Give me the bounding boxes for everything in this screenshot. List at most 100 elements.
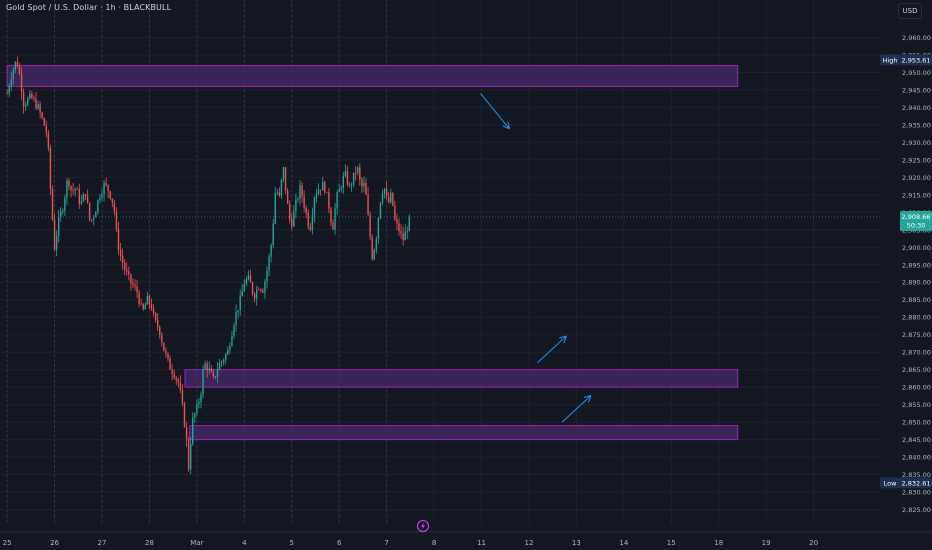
price-axis-label: 2,850.00 (902, 419, 931, 427)
price-axis-label: 2,895.00 (902, 261, 931, 269)
candle-body (241, 291, 243, 297)
candle-body (31, 93, 33, 99)
candle-body (175, 377, 177, 380)
candle-body (194, 413, 196, 418)
candle-body (152, 308, 155, 314)
low-price-tag-value: 2,832.61 (902, 479, 931, 487)
candle-body (270, 245, 272, 257)
price-axis-label: 2,940.00 (902, 104, 931, 112)
price-axis-label: 2,915.00 (902, 191, 931, 199)
time-axis-label: 12 (524, 539, 533, 547)
candle-body (324, 181, 326, 192)
candle-body (72, 189, 74, 191)
candle-body (346, 171, 349, 185)
candle-body (348, 184, 351, 186)
candle-body (231, 335, 233, 347)
price-axis-background (882, 0, 932, 550)
candle-body (6, 93, 8, 95)
candle-body (132, 283, 134, 286)
candle-body (274, 193, 276, 224)
candle-body (208, 368, 210, 371)
price-axis-label: 2,935.00 (902, 121, 931, 129)
candle-body (406, 231, 408, 232)
candle-body (80, 201, 83, 204)
price-axis-label: 2,845.00 (902, 436, 931, 444)
price-axis-label: 2,885.00 (902, 296, 931, 304)
candle-body (78, 189, 81, 204)
price-axis-label: 2,860.00 (902, 384, 931, 392)
candle-body (179, 382, 182, 391)
time-axis-label: 19 (762, 539, 771, 547)
candle-body (385, 188, 388, 197)
price-axis-label: 2,900.00 (902, 244, 931, 252)
zone-rectangle-demand (184, 369, 739, 388)
candle-body (24, 104, 27, 107)
time-axis-label: 8 (432, 539, 436, 547)
time-axis-label: 4 (242, 539, 247, 547)
candle-body (313, 197, 316, 216)
candle-body (247, 275, 250, 280)
high-price-tag-label: High (883, 56, 898, 64)
candle-body (332, 222, 334, 230)
current-price-tag-bg (900, 210, 932, 231)
candle-body (396, 219, 398, 224)
candle-body (163, 342, 165, 351)
candle-body (150, 304, 153, 309)
candle-body (317, 189, 320, 195)
price-axis-label: 2,855.00 (902, 401, 931, 409)
candle-body (255, 289, 258, 299)
current-price-value: 2,908.66 (902, 213, 931, 221)
currency-badge[interactable]: USD (898, 3, 922, 19)
time-axis-label: 5 (290, 539, 294, 547)
candle-body (340, 187, 342, 189)
time-axis-label: 11 (477, 539, 486, 547)
candle-body (293, 211, 295, 227)
candle-body (404, 231, 406, 241)
candle-body (328, 192, 330, 209)
candle-body (41, 112, 43, 119)
candle-body (156, 319, 159, 327)
candle-body (326, 191, 328, 193)
price-axis-label: 2,950.00 (902, 69, 931, 77)
candle-body (47, 132, 50, 148)
candle-body (373, 249, 375, 260)
candle-body (303, 196, 305, 208)
candle-body (101, 194, 103, 198)
candle-body (392, 192, 394, 206)
candle-body (214, 376, 217, 378)
candle-body (134, 285, 136, 287)
candle-body (128, 271, 130, 275)
candle-body (185, 426, 188, 440)
candle-body (212, 372, 215, 377)
candle-body (204, 363, 206, 370)
price-axis-label: 2,930.00 (902, 139, 931, 147)
candle-body (177, 379, 180, 383)
candle-body (367, 194, 369, 215)
candle-body (57, 217, 60, 237)
candle-body (16, 61, 19, 67)
candle-body (18, 66, 21, 75)
candle-body (14, 61, 17, 70)
price-axis-label: 2,830.00 (902, 489, 931, 497)
candle-body (142, 304, 144, 310)
price-axis-label: 2,960.00 (902, 34, 931, 42)
candle-body (84, 194, 87, 196)
candle-body (93, 217, 95, 220)
candle-body (249, 275, 252, 283)
candle-body (251, 282, 254, 294)
symbol-title[interactable]: Gold Spot / U.S. Dollar · 1h · BLACKBULL (6, 3, 172, 12)
candle-body (159, 326, 161, 336)
candle-body (371, 237, 373, 260)
candle-body (68, 180, 70, 187)
candle-body (90, 219, 93, 221)
candle-body (115, 211, 118, 229)
candle-body (220, 361, 223, 364)
price-axis-label: 2,880.00 (902, 314, 931, 322)
candle-body (66, 180, 68, 198)
candle-body (8, 86, 10, 94)
candle-body (260, 289, 262, 291)
candle-body (280, 179, 283, 196)
candle-body (138, 292, 140, 304)
candle-body (365, 182, 367, 195)
